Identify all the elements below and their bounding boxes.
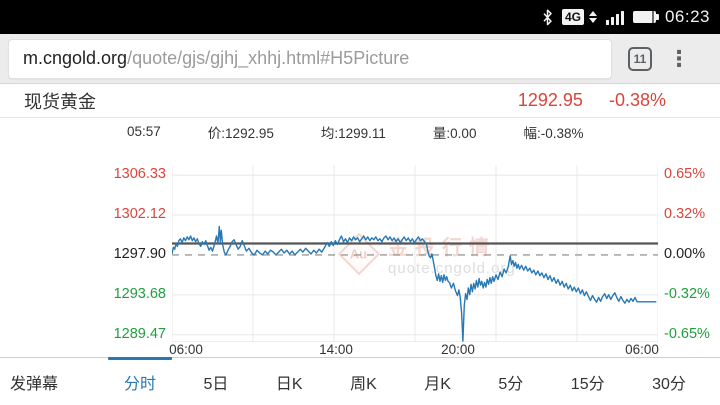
y-axis-price-label: 1302.12 xyxy=(113,206,166,222)
battery-icon xyxy=(632,11,659,23)
tab-5day[interactable]: 5日 xyxy=(203,375,229,393)
y-axis-price-label: 1289.47 xyxy=(113,326,166,342)
chart-plot[interactable] xyxy=(172,165,658,342)
update-time: 05:57 xyxy=(127,124,161,139)
chart-info-bar: 05:57 价:1292.95 均:1299.11 量:0.00 幅:-0.38… xyxy=(0,118,720,145)
url-bar: m.cngold.org/quote/gjs/gjhj_xhhj.html#H5… xyxy=(0,34,720,84)
active-tab-indicator xyxy=(108,357,172,360)
tab-fenshi[interactable]: 分时 xyxy=(108,357,172,405)
x-axis-time-label: 06:00 xyxy=(625,342,659,357)
tab-monthly-k[interactable]: 月K xyxy=(424,375,451,393)
average-info: 均:1299.11 xyxy=(320,125,386,141)
clock-time: 06:23 xyxy=(664,7,710,26)
y-axis-price-label: 1293.68 xyxy=(113,286,166,302)
y-axis-percent-label: 0.65% xyxy=(664,166,706,182)
price-info: 价:1292.95 xyxy=(207,125,274,141)
tab-weekly-k[interactable]: 周K xyxy=(350,375,377,393)
tab-daily-k[interactable]: 日K xyxy=(275,375,303,393)
instrument-name: 现货黄金 xyxy=(24,91,96,112)
chart-region: Au 金投行情 quote.cngold.org 1306.33 0.65% 130… xyxy=(0,145,720,357)
network-4g-icon: 4G xyxy=(561,9,584,25)
tab-5min[interactable]: 5分 xyxy=(498,375,524,393)
tab-30min[interactable]: 30分 xyxy=(652,375,686,393)
x-axis-time-label: 14:00 xyxy=(319,342,353,357)
quote-header[interactable]: 现货黄金 1292.95 -0.38% xyxy=(0,84,720,118)
change-percent: -0.38% xyxy=(608,90,666,110)
y-axis-percent-label: -0.65% xyxy=(664,326,710,342)
last-price: 1292.95 xyxy=(517,90,583,110)
tab-bar: 发弹幕 分时 5日 日K 周K 月K 5分 15分 30分 xyxy=(0,357,720,405)
y-axis-price-label: 1297.90 xyxy=(113,246,166,262)
status-bar: 4G 06:23 xyxy=(0,0,720,34)
tab-15min[interactable]: 15分 xyxy=(570,375,605,393)
signal-strength-icon xyxy=(605,10,624,25)
url-path: /quote/gjs/gjhj_xhhj.html#H5Picture xyxy=(127,48,410,68)
y-axis-price-label: 1306.33 xyxy=(113,166,166,182)
volume-info: 量:0.00 xyxy=(432,125,477,141)
tab-counter-button[interactable]: 11 xyxy=(628,46,652,71)
y-axis-percent-label: 0.00% xyxy=(664,246,706,262)
url-input[interactable]: m.cngold.org/quote/gjs/gjhj_xhhj.html#H5… xyxy=(8,38,612,79)
x-axis-time-label: 20:00 xyxy=(441,342,475,357)
data-activity-icon xyxy=(588,11,597,23)
range-info: 幅:-0.38% xyxy=(523,125,584,141)
x-axis-time-label: 06:00 xyxy=(169,342,203,357)
danmaku-button[interactable]: 发弹幕 xyxy=(10,375,59,393)
period-tabs: 分时 5日 日K 周K 月K 5分 15分 30分 xyxy=(108,357,692,405)
y-axis-percent-label: -0.32% xyxy=(664,286,710,302)
bluetooth-icon xyxy=(542,8,553,26)
y-axis-percent-label: 0.32% xyxy=(664,206,706,222)
overflow-menu-icon[interactable]: ⋮ xyxy=(668,45,690,71)
url-domain: m.cngold.org xyxy=(23,48,128,68)
